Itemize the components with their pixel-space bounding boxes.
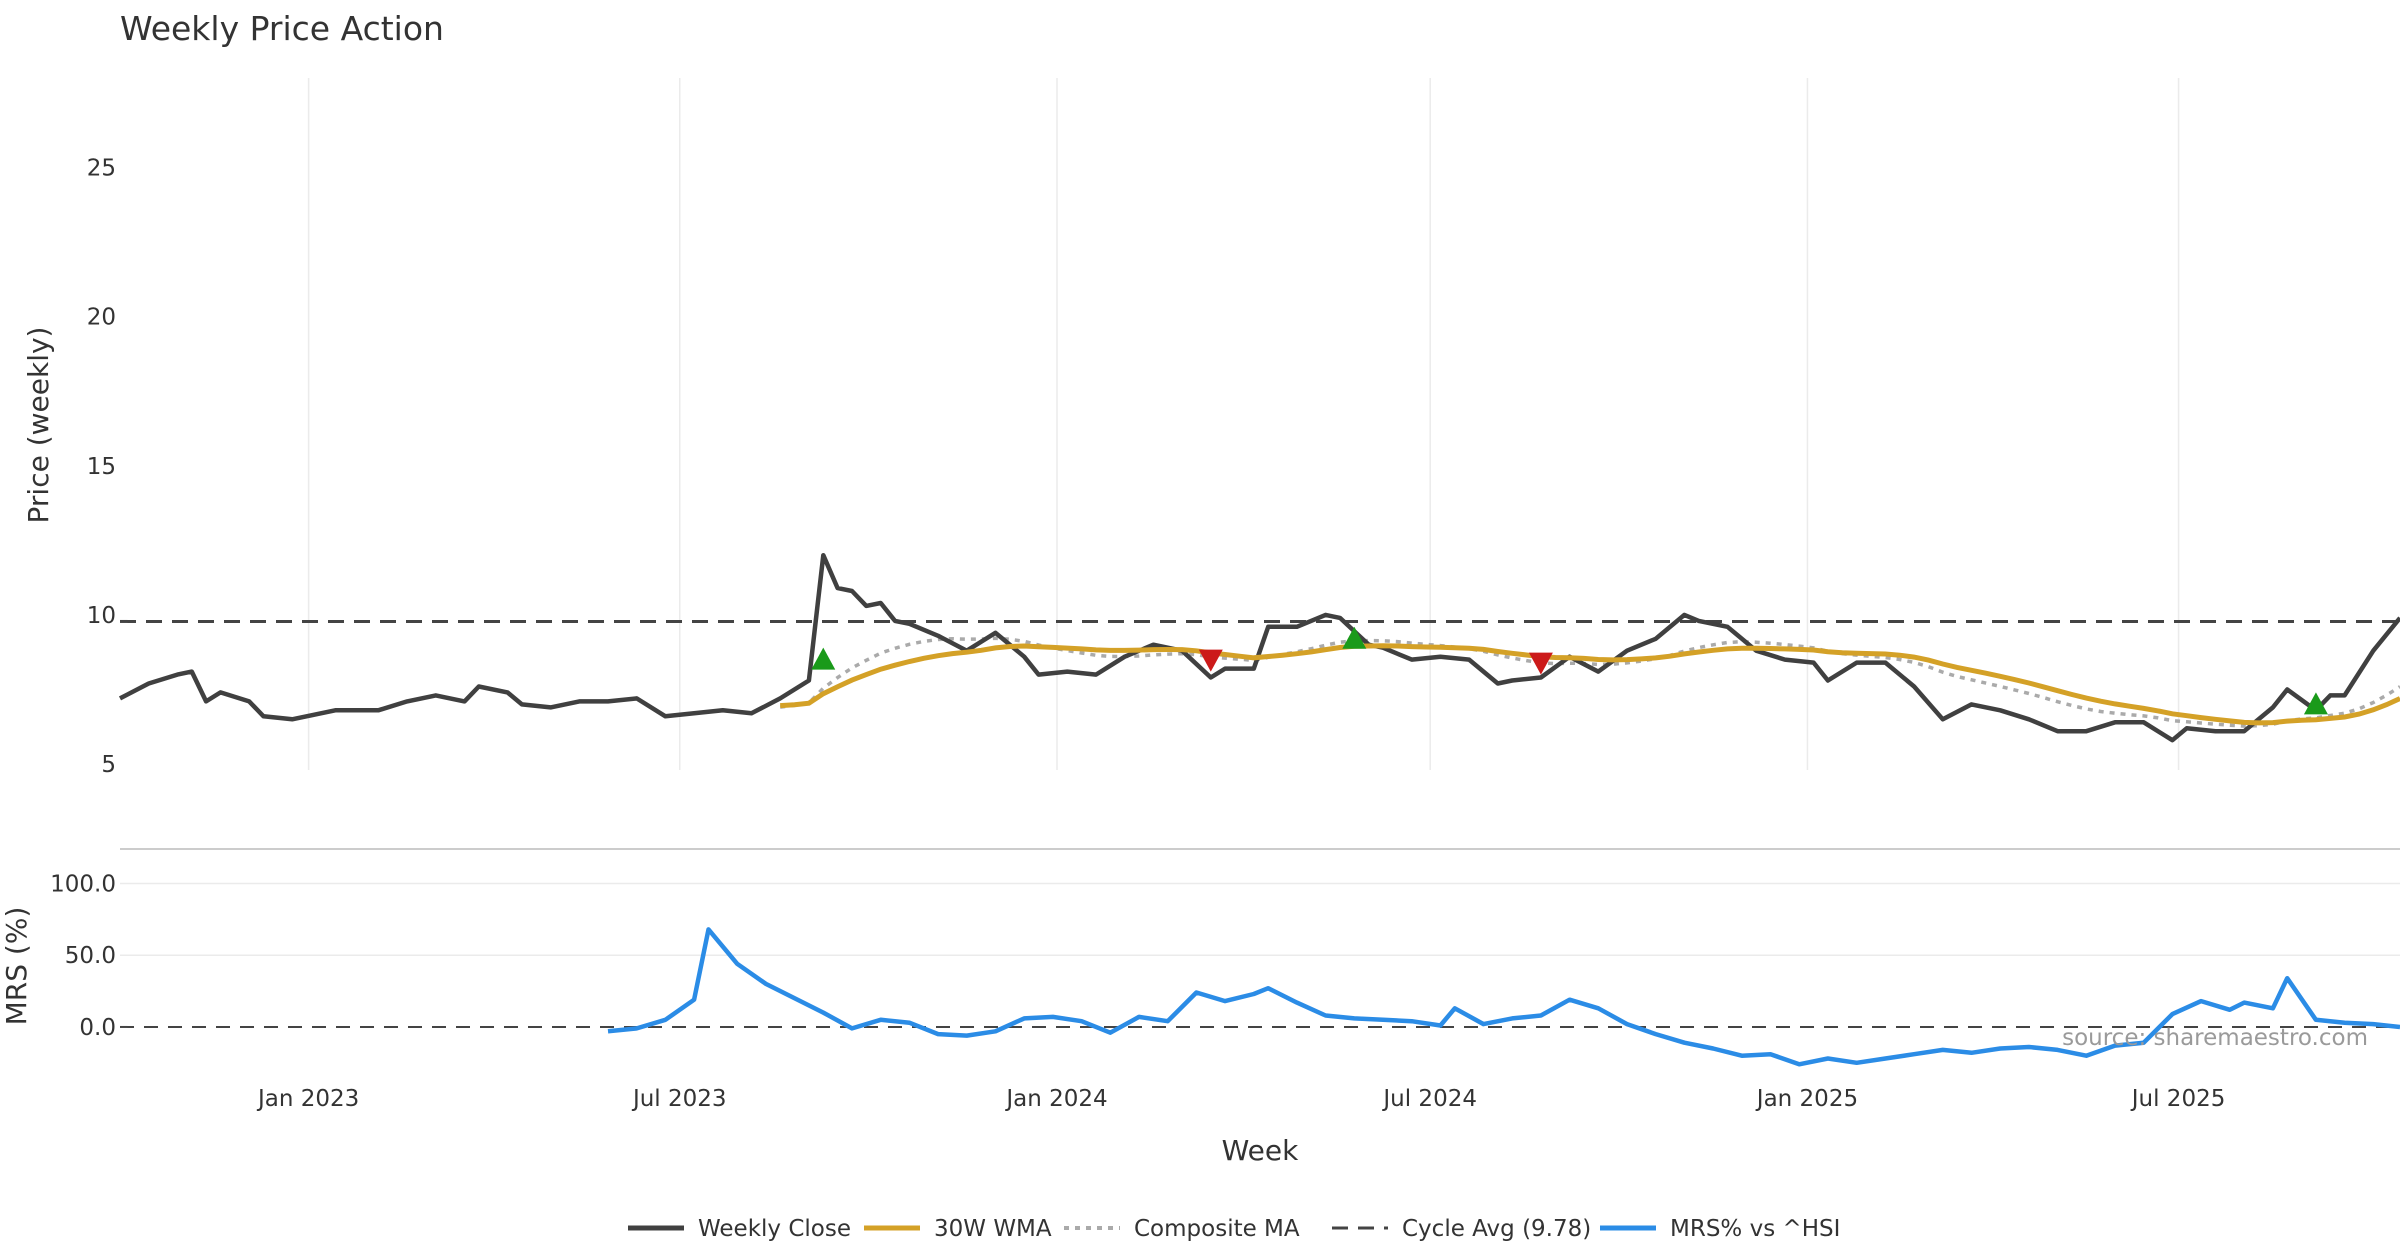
- buy-signal-marker: [1342, 626, 1367, 649]
- legend-item: MRS% vs ^HSI: [1600, 1216, 1840, 1242]
- legend-label: Composite MA: [1134, 1216, 1300, 1242]
- price-y-tick-label: 15: [87, 454, 116, 480]
- x-axis-label: Week: [1222, 1134, 1299, 1167]
- mrs-series: [607, 927, 2400, 1067]
- x-tick-label: Jan 2024: [1004, 1086, 1107, 1112]
- price-y-ticks: 5 10 15 20 25: [87, 155, 116, 778]
- price-gridlines: [307, 78, 2180, 770]
- mrs-y-tick-label: 50.0: [65, 943, 116, 969]
- chart-title: Weekly Price Action: [120, 9, 444, 48]
- sell-signal-marker: [1528, 652, 1553, 675]
- x-tick-label: Jan 2023: [256, 1086, 359, 1112]
- price-y-tick-label: 20: [87, 305, 116, 331]
- mrs-y-tick-label: 0.0: [79, 1015, 116, 1041]
- price-y-tick-label: 25: [87, 155, 116, 181]
- x-axis-ticks: Jan 2023 Jul 2023 Jan 2024 Jul 2024 Jan 2025…: [256, 1086, 2225, 1112]
- x-tick-label: Jul 2024: [1381, 1086, 1477, 1112]
- wma-30w-series: [780, 643, 2400, 726]
- x-tick-label: Jan 2025: [1755, 1086, 1858, 1112]
- legend: Weekly Close 30W WMA Composite MA Cycle Avg…: [628, 1216, 1840, 1242]
- buy-signal-marker: [2303, 692, 2328, 715]
- legend-item: Cycle Avg (9.78): [1332, 1216, 1591, 1242]
- legend-label: Weekly Close: [698, 1216, 851, 1242]
- sell-signal-marker: [1198, 649, 1223, 672]
- buy-signal-marker: [811, 647, 836, 670]
- mrs-y-tick-label: 100.0: [50, 872, 116, 898]
- mrs-gridlines: [120, 882, 2400, 956]
- weekly-close-series: [118, 552, 2400, 743]
- legend-label: Cycle Avg (9.78): [1402, 1216, 1591, 1242]
- price-y-tick-label: 5: [101, 752, 116, 778]
- signal-markers: [811, 626, 2328, 715]
- x-tick-label: Jul 2023: [631, 1086, 727, 1112]
- price-y-axis-label: Price (weekly): [22, 327, 55, 524]
- mrs-panel: 0.0 50.0 100.0 MRS (%) source: sharemaestr…: [0, 872, 2400, 1067]
- price-y-tick-label: 10: [87, 603, 116, 629]
- price-panel: 5 10 15 20 25 Price (weekly): [22, 78, 2400, 778]
- legend-item: Weekly Close: [628, 1216, 851, 1242]
- legend-label: 30W WMA: [934, 1216, 1052, 1242]
- legend-item: Composite MA: [1064, 1216, 1300, 1242]
- legend-item: 30W WMA: [864, 1216, 1052, 1242]
- mrs-y-axis-label: MRS (%): [0, 907, 33, 1026]
- source-credit: source: sharemaestro.com: [2062, 1025, 2368, 1051]
- legend-label: MRS% vs ^HSI: [1670, 1216, 1840, 1242]
- mrs-y-ticks: 0.0 50.0 100.0: [50, 872, 116, 1041]
- x-tick-label: Jul 2025: [2130, 1086, 2226, 1112]
